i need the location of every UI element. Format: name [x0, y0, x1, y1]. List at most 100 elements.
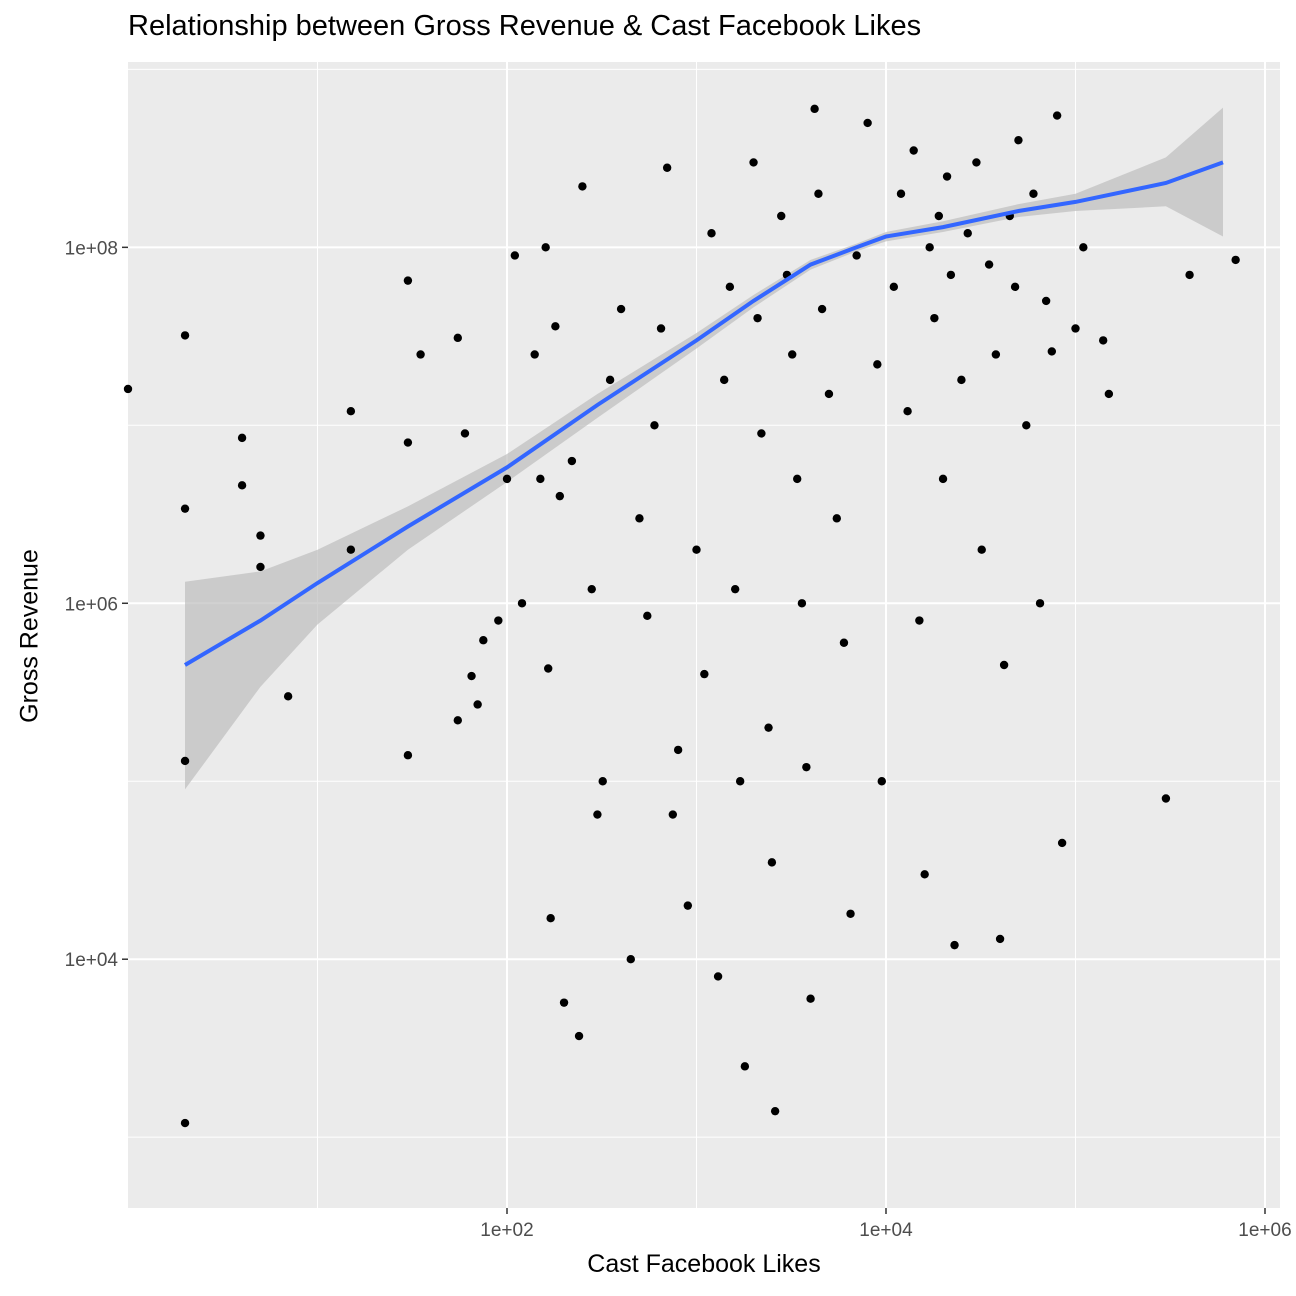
data-point: [957, 375, 966, 385]
data-point: [753, 313, 762, 323]
data-point: [567, 456, 577, 466]
data-point: [1104, 389, 1114, 399]
data-point: [915, 616, 924, 625]
data-point: [740, 1062, 750, 1071]
data-point: [605, 375, 615, 385]
data-point: [1057, 838, 1067, 848]
data-point: [846, 909, 855, 918]
data-point: [946, 270, 956, 280]
data-point: [530, 350, 539, 359]
data-point: [1079, 243, 1088, 252]
data-point: [832, 514, 841, 523]
data-point: [839, 638, 849, 647]
data-point: [1185, 270, 1194, 280]
data-point: [810, 104, 819, 114]
data-point: [707, 229, 716, 238]
x-tick-label: 1e+02: [480, 1220, 533, 1241]
y-axis-title: Gross Revenue: [15, 549, 44, 723]
data-point: [725, 282, 735, 292]
data-point: [942, 172, 952, 181]
data-point: [920, 870, 929, 879]
data-point: [403, 751, 413, 760]
data-point: [283, 692, 293, 701]
data-point: [735, 777, 745, 786]
data-point: [559, 998, 569, 1007]
data-point: [1010, 282, 1020, 292]
data-point: [1041, 296, 1051, 306]
plot-panel: [128, 62, 1280, 1208]
data-point: [256, 562, 265, 572]
data-point: [180, 1118, 190, 1128]
data-point: [1029, 189, 1038, 198]
data-point: [453, 333, 462, 343]
data-point: [692, 545, 701, 554]
data-point: [930, 313, 939, 323]
data-point: [984, 260, 994, 269]
data-point: [467, 671, 476, 681]
major-gridlines: [128, 62, 1280, 1208]
data-point: [536, 474, 545, 484]
data-point: [925, 243, 934, 252]
data-point: [1052, 111, 1062, 120]
data-point: [991, 350, 1001, 359]
data-point: [730, 584, 740, 594]
data-point: [403, 276, 413, 285]
data-point: [713, 972, 723, 981]
data-point: [814, 189, 823, 198]
data-point: [938, 474, 948, 484]
x-tick-label: 1e+06: [1238, 1220, 1291, 1241]
data-point: [479, 636, 488, 645]
data-point: [643, 611, 652, 621]
y-tick-label: 1e+06: [65, 594, 118, 615]
data-point: [806, 994, 815, 1003]
data-point: [416, 350, 425, 359]
data-point: [180, 504, 190, 513]
data-point: [999, 660, 1009, 670]
data-point: [473, 700, 482, 709]
data-point: [574, 1031, 584, 1041]
data-point: [1022, 421, 1031, 430]
data-point: [403, 438, 413, 447]
data-point: [668, 810, 678, 819]
data-point: [237, 481, 247, 490]
x-axis-ticks: 1e+02 1e+04 1e+06: [480, 1208, 1292, 1241]
data-point: [770, 1106, 780, 1116]
x-tick-label: 1e+04: [859, 1220, 913, 1241]
data-point: [793, 474, 802, 484]
data-point: [767, 858, 777, 867]
data-point: [256, 531, 265, 540]
data-point: [683, 901, 693, 910]
data-point: [237, 433, 247, 443]
data-point: [950, 940, 959, 950]
data-point: [616, 304, 626, 314]
data-point: [1098, 336, 1108, 345]
data-point: [852, 251, 861, 260]
data-point: [824, 389, 834, 399]
data-point: [757, 429, 766, 438]
data-point: [555, 491, 565, 501]
data-point: [995, 934, 1005, 944]
data-point: [788, 350, 797, 359]
data-point: [797, 599, 807, 608]
data-point: [1035, 599, 1045, 608]
data-point: [896, 189, 906, 198]
data-point: [909, 146, 918, 155]
data-point: [777, 211, 786, 221]
data-point: [673, 745, 683, 755]
data-point: [700, 669, 709, 679]
data-point: [963, 229, 972, 238]
data-point: [546, 913, 555, 923]
data-point: [517, 599, 527, 608]
data-point: [180, 331, 190, 340]
data-point: [817, 304, 827, 314]
data-point: [1231, 255, 1240, 265]
data-point: [934, 211, 944, 221]
data-point: [180, 756, 190, 766]
data-point: [593, 810, 602, 819]
data-point: [656, 324, 666, 333]
data-point: [551, 322, 560, 331]
data-point: [1161, 794, 1171, 803]
data-point: [346, 407, 356, 416]
data-point: [1071, 324, 1080, 333]
